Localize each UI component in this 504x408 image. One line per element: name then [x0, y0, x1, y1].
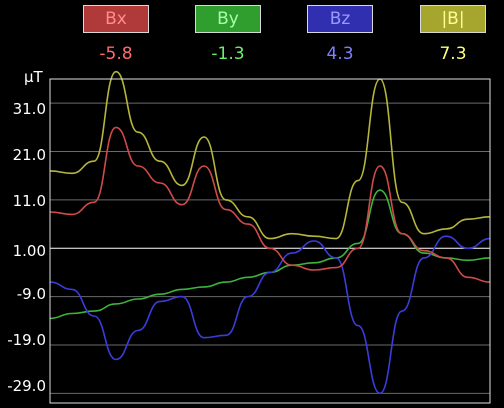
legend-magnitude-label: |B| — [441, 9, 465, 29]
legend-bx-label: Bx — [105, 9, 127, 29]
series-line-by — [49, 189, 491, 320]
series-line-bx — [49, 126, 491, 283]
bx-value: -5.8 — [99, 44, 133, 64]
y-tick-label: 31.0 — [12, 100, 46, 118]
legend-by-button[interactable]: By — [195, 5, 261, 33]
series-line-bz — [49, 235, 491, 395]
magnitude-value: 7.3 — [439, 44, 467, 64]
series-line-b — [49, 70, 491, 240]
bz-value: 4.3 — [326, 44, 354, 64]
plot-frame — [49, 78, 491, 404]
by-value: -1.3 — [211, 44, 245, 64]
y-tick-label: 1.00 — [12, 242, 46, 260]
y-tick-label: 21.0 — [12, 146, 46, 164]
legend-bz-button[interactable]: Bz — [307, 5, 373, 33]
y-tick-label: -19.0 — [7, 331, 46, 349]
legend-bx-button[interactable]: Bx — [83, 5, 149, 33]
y-axis-unit-label: μT — [24, 68, 43, 86]
legend-magnitude-button[interactable]: |B| — [420, 5, 486, 33]
y-tick-label: 11.0 — [12, 192, 46, 210]
y-tick-label: -29.0 — [7, 377, 46, 395]
y-tick-label: -9.0 — [16, 285, 46, 303]
legend-by-label: By — [217, 9, 239, 29]
legend-bz-label: Bz — [329, 9, 351, 29]
